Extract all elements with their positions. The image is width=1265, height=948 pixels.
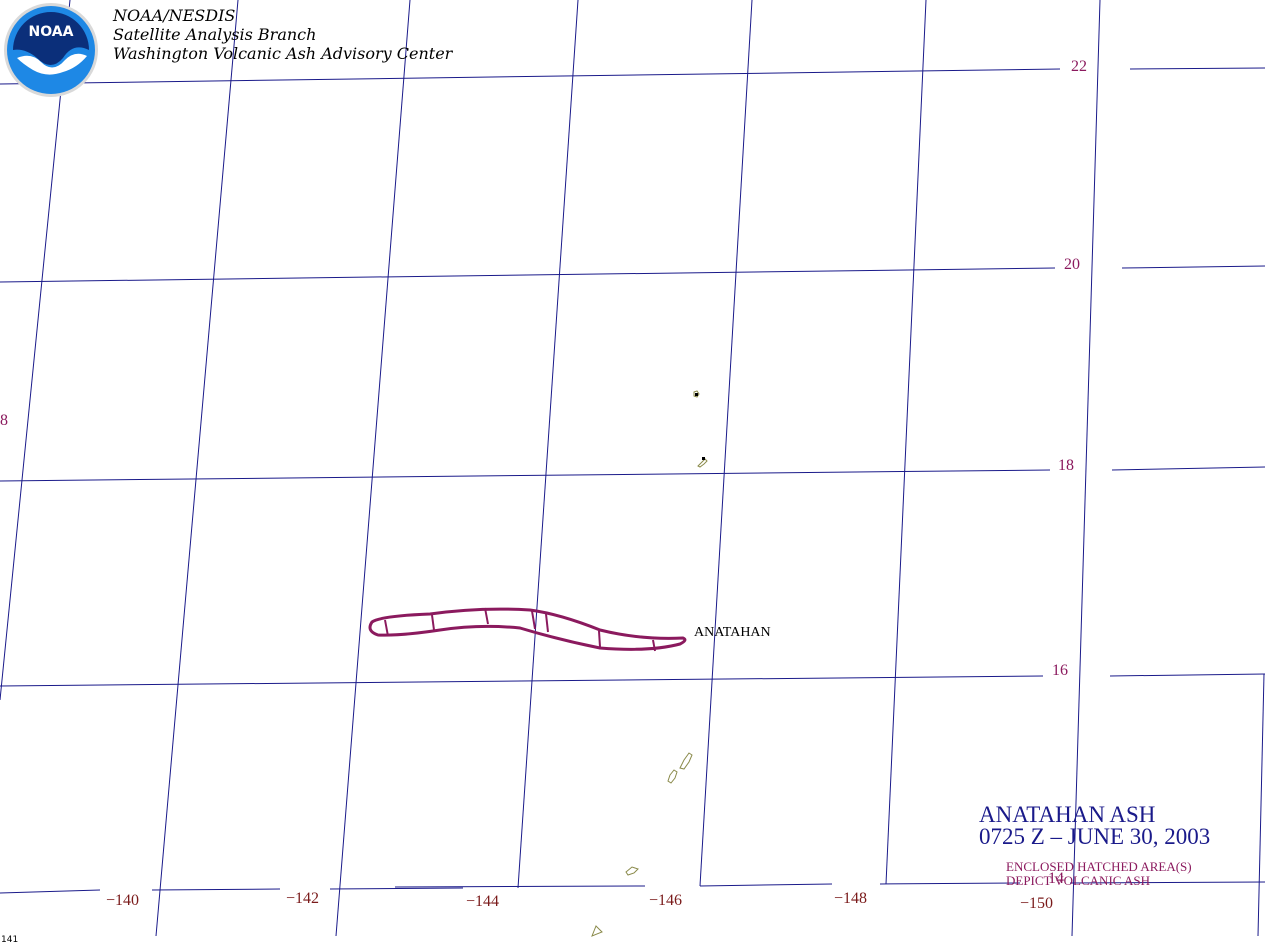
header-line-agency: NOAA/NESDIS bbox=[113, 6, 236, 25]
lon-label-144: −144 bbox=[466, 893, 499, 910]
lon-label-150: −150 bbox=[1020, 895, 1053, 912]
lat-label-18-left: 18 bbox=[0, 412, 8, 429]
note-line-2: DEPICT VOLCANIC ASH bbox=[1006, 873, 1150, 888]
corner-label: 141 bbox=[1, 935, 19, 945]
noaa-logo-icon: NOAA bbox=[4, 3, 98, 97]
volcano-marker bbox=[702, 457, 705, 460]
lon-label-146: −146 bbox=[649, 892, 682, 909]
agency-header: NOAA/NESDIS Satellite Analysis Branch Wa… bbox=[113, 6, 452, 63]
lat-label-16: 16 bbox=[1052, 662, 1068, 679]
lat-label-20: 20 bbox=[1064, 256, 1080, 273]
ash-plume bbox=[368, 607, 687, 652]
island-south-c bbox=[625, 866, 639, 876]
volcano-marker-north bbox=[695, 393, 698, 396]
volcano-label: ANATAHAN bbox=[694, 625, 771, 640]
title-line-2: 0725 Z – JUNE 30, 2003 bbox=[979, 824, 1211, 849]
ash-outline bbox=[368, 607, 687, 651]
lat-label-14: 14 bbox=[1048, 870, 1064, 887]
latitude-labels: 22 20 18 16 18 14 bbox=[0, 58, 1087, 887]
island-mid bbox=[697, 458, 708, 468]
island-south-a bbox=[667, 769, 678, 784]
coastline-islands bbox=[591, 390, 708, 937]
header-line-center: Washington Volcanic Ash Advisory Center bbox=[113, 44, 453, 63]
longitude-labels: −140 −142 −144 −146 −148 −150 bbox=[106, 890, 1053, 912]
lon-label-140: −140 bbox=[106, 892, 139, 909]
lat-label-18: 18 bbox=[1058, 457, 1074, 474]
note-line-1: ENCLOSED HATCHED AREA(S) bbox=[1006, 859, 1192, 874]
island-south-b bbox=[679, 752, 693, 770]
island-south-d bbox=[591, 925, 603, 937]
lat-label-22: 22 bbox=[1071, 58, 1087, 75]
lon-label-148: −148 bbox=[834, 890, 867, 907]
ash-note: ENCLOSED HATCHED AREA(S) DEPICT VOLCANIC… bbox=[1006, 860, 1192, 888]
ash-hatches bbox=[384, 607, 656, 652]
logo-text: NOAA bbox=[29, 24, 74, 40]
header-line-branch: Satellite Analysis Branch bbox=[113, 25, 317, 44]
latitude-lines bbox=[0, 67, 1265, 894]
lon-label-142: −142 bbox=[286, 890, 319, 907]
title-line-1: ANATAHAN ASH bbox=[979, 802, 1156, 827]
map-title: ANATAHAN ASH 0725 Z – JUNE 30, 2003 bbox=[979, 802, 1211, 849]
